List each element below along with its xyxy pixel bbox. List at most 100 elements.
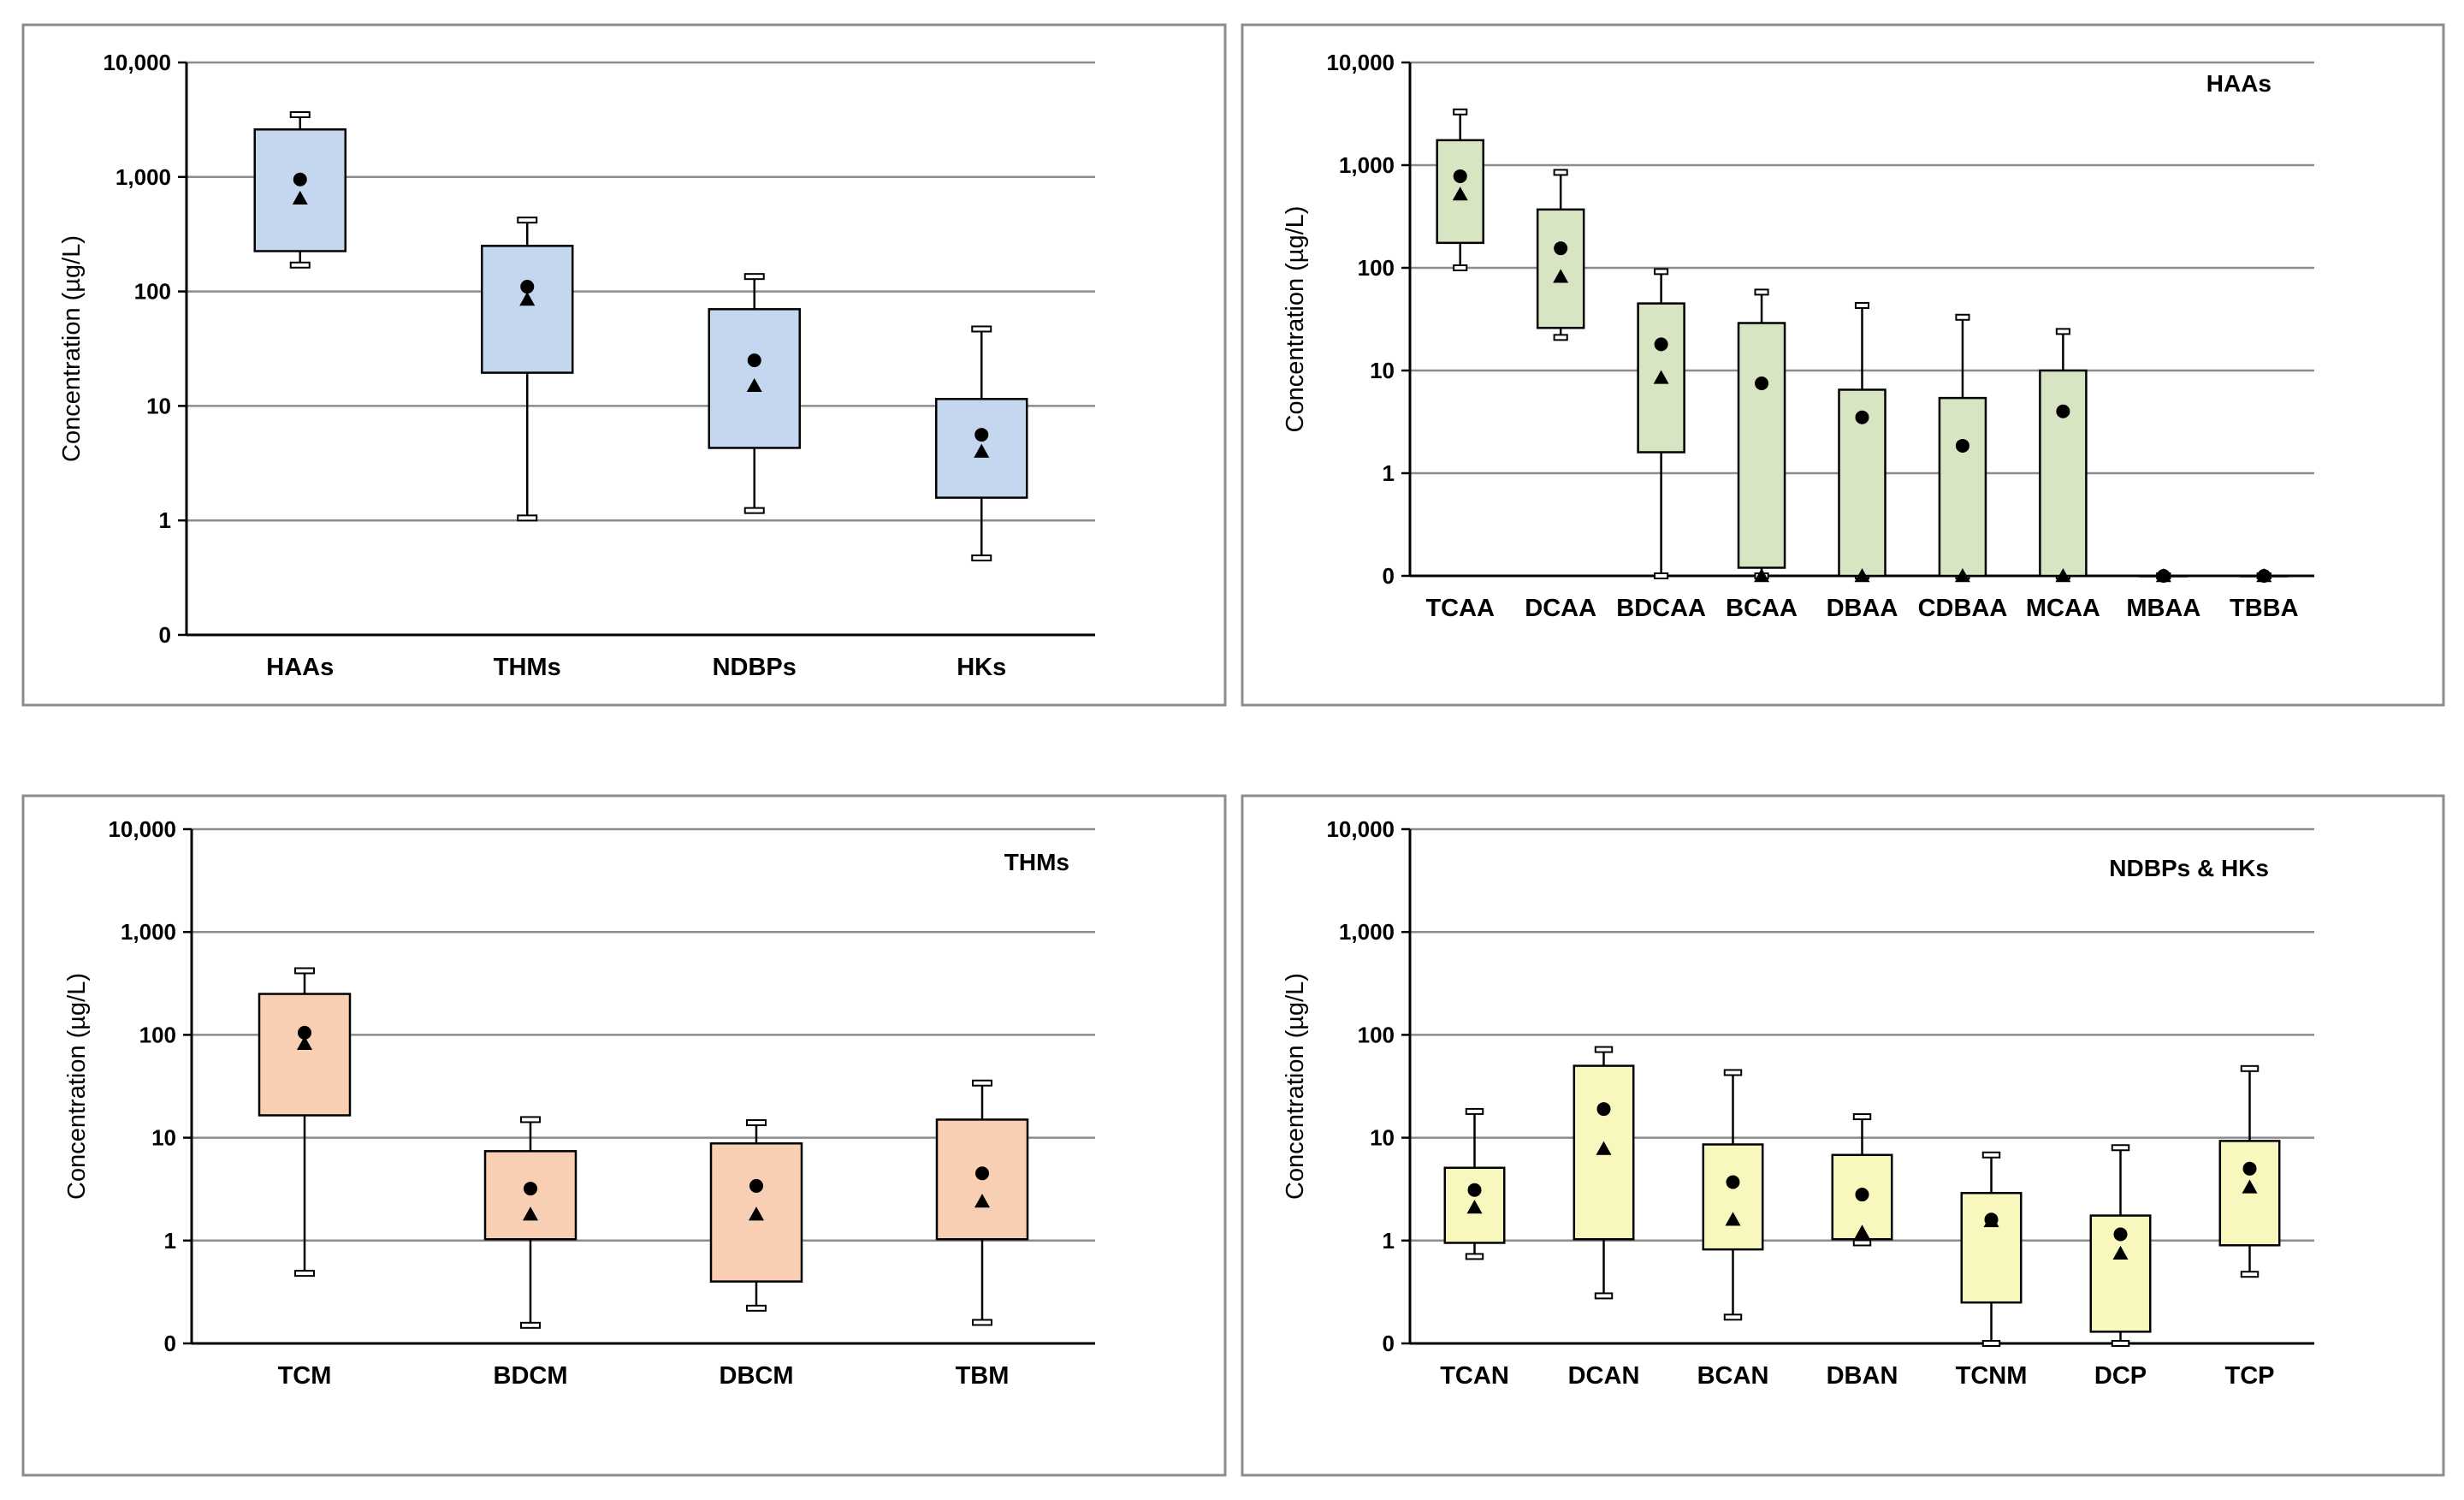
max-cap [972, 1079, 992, 1087]
mean-marker [1654, 337, 1668, 352]
median-marker [292, 190, 308, 205]
iqr-box [258, 993, 352, 1117]
max-cap [517, 216, 538, 224]
x-tick-label: TCAN [1440, 1362, 1509, 1390]
median-marker [1553, 269, 1569, 283]
max-cap [1553, 169, 1568, 176]
y-tick-label: 100 [1358, 1022, 1395, 1047]
min-cap [289, 261, 311, 269]
iqr-box [1637, 302, 1685, 454]
box-DBAN [1831, 1113, 1893, 1247]
box-THMs [481, 216, 574, 522]
min-cap [1981, 1340, 2001, 1347]
x-tick-label: HAAs [266, 654, 334, 681]
box-TCAN [1443, 1107, 1506, 1260]
x-tick-label: DCP [2094, 1362, 2147, 1390]
median-marker [1596, 1141, 1612, 1155]
max-cap [1981, 1151, 2001, 1159]
median-marker [1983, 1212, 1999, 1228]
median-marker [1754, 568, 1770, 583]
mean-marker [1955, 438, 1969, 453]
median-marker [974, 443, 990, 458]
iqr-box [2218, 1140, 2281, 1247]
y-tick-label: 1,000 [121, 919, 176, 945]
y-tick-label: 10,000 [108, 816, 176, 842]
min-cap [2111, 1340, 2130, 1347]
max-cap [1754, 288, 1769, 296]
chart-panel-1: 0 1 10 100 1,000 10,000 Concentration (µg/L) HA… [21, 23, 1227, 707]
median-marker [1854, 1224, 1870, 1239]
box-TCAA [1436, 108, 1484, 271]
median-marker [1854, 568, 1870, 583]
box-DBAA [1838, 301, 1886, 583]
box-TCNM [1960, 1151, 2023, 1347]
max-cap [1453, 108, 1468, 116]
max-cap [2055, 328, 2070, 335]
chart-panel-3: 0 1 10 100 1,000 10,000 Concentration (µg/L) TH… [21, 794, 1227, 1477]
median-marker [2155, 568, 2171, 583]
mean-marker [1855, 1188, 1869, 1202]
iqr-box [1960, 1191, 2023, 1304]
chart-title: NDBPs & HKs [2109, 855, 2269, 881]
max-cap [1852, 1113, 1872, 1121]
box-TCP [2218, 1064, 2281, 1278]
mean-marker [1755, 376, 1769, 390]
box-BDCM [483, 1116, 578, 1329]
max-cap [1594, 1046, 1614, 1053]
median-marker [2112, 1245, 2129, 1260]
x-tick-label: TCM [278, 1362, 332, 1390]
median-marker [2055, 568, 2071, 583]
y-tick-label: 100 [134, 279, 171, 305]
x-tick-label: MBAA [2126, 595, 2200, 622]
x-tick-label: MCAA [2026, 595, 2100, 622]
panel-frame [21, 794, 1227, 1477]
box-NDBPs [708, 273, 801, 514]
median-marker [1452, 187, 1468, 201]
y-tick-label: 1,000 [116, 164, 171, 190]
y-tick-label: 1 [159, 507, 171, 533]
min-cap [746, 1304, 767, 1312]
x-tick-label: CDBAA [1918, 595, 2008, 622]
x-tick-label: HKs [957, 654, 1006, 681]
max-cap [2240, 1064, 2260, 1072]
mean-marker [749, 1178, 763, 1193]
max-cap [746, 1119, 767, 1127]
iqr-box [1536, 208, 1585, 329]
iqr-box [2039, 369, 2088, 578]
box-BDCAA [1637, 268, 1685, 579]
chart-title: THMs [1004, 849, 1069, 875]
min-cap [1465, 1253, 1484, 1260]
median-marker [1954, 568, 1970, 583]
mean-marker [520, 280, 535, 294]
min-cap [1654, 572, 1669, 579]
chart-title: HAAs [2206, 70, 2272, 97]
y-tick-label: 1 [164, 1228, 176, 1254]
x-tick-label: TCNM [1956, 1362, 2028, 1390]
box-DCP [2089, 1144, 2152, 1347]
iqr-box [1737, 322, 1786, 569]
chart-panel-4: 0 1 10 100 1,000 10,000 Concentration (µg/L) ND… [1241, 794, 2445, 1477]
min-cap [294, 1270, 315, 1278]
min-cap [520, 1321, 541, 1329]
median-marker [523, 1207, 538, 1221]
median-marker [2242, 1179, 2258, 1194]
min-cap [743, 507, 765, 514]
y-tick-label: 1,000 [1339, 919, 1395, 945]
iqr-box [1702, 1143, 1764, 1251]
y-tick-label: 1 [1383, 1228, 1395, 1254]
y-tick-label: 10,000 [1326, 50, 1395, 75]
y-tick-label: 10 [151, 1125, 176, 1151]
y-tick-label: 10 [146, 393, 171, 418]
max-cap [289, 111, 311, 119]
median-marker [1653, 370, 1669, 384]
mean-marker [1453, 169, 1467, 183]
y-axis-label: Concentration (µg/L) [1282, 973, 1309, 1200]
y-tick-label: 0 [1383, 1331, 1395, 1356]
box-MBAA [2139, 568, 2189, 583]
mean-marker [1467, 1183, 1482, 1197]
min-cap [517, 514, 538, 522]
mean-marker [293, 172, 307, 187]
panel-frame [1241, 23, 2445, 707]
mean-marker [2242, 1161, 2257, 1176]
